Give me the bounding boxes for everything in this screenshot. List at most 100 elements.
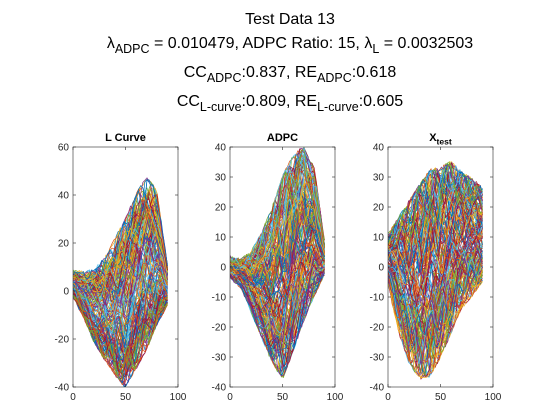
series-line [73,296,168,378]
subplot: 0 50 100 -40 -30 -20 -10 0 10 20 30 40 ADPC [212,132,344,403]
series-line [73,289,168,374]
series-line [388,237,483,308]
figure-title-line: Test Data 13 [245,11,335,28]
series-line [73,199,168,294]
series-line [230,196,325,287]
series-line [230,171,325,267]
figure-title-line: λADPC = 0.010479, ADPC Ratio: 15, λL = 0… [107,35,473,56]
series-line [73,182,168,289]
series-line [73,289,168,379]
y-tick-label: 40 [373,143,385,154]
series-line [388,162,483,241]
series-line [230,217,325,297]
series-line [230,264,325,333]
figure-title: Test Data 13 λADPC = 0.010479, ADPC Ratio… [107,11,473,114]
y-tick-label: 40 [215,143,227,154]
x-tick-label: 50 [120,392,132,403]
series-line [73,211,168,293]
figure-title-line: CCADPC:0.837, READPC:0.618 [184,64,397,85]
series-line [230,226,325,296]
series-line [73,212,168,300]
series-line [230,238,325,308]
series-line [73,251,168,334]
figure-title-line: CCL-curve:0.809, REL-curve:0.605 [177,93,403,114]
y-tick-label: -20 [212,323,227,334]
x-tick-label: 0 [227,392,233,403]
y-tick-label: 10 [373,233,385,244]
series-line [73,266,168,334]
series-line [73,185,168,288]
y-tick-label: 60 [58,143,70,154]
series-line [73,237,168,310]
series-line [73,280,168,356]
series-line [73,235,168,306]
y-tick-label: -20 [370,323,385,334]
series-group [73,177,168,387]
y-tick-label: 40 [58,191,70,202]
x-tick-label: 100 [170,392,187,403]
series-line [388,240,483,327]
series-line [230,197,325,277]
series-line [388,257,483,365]
subplot: 0 50 100 -40 -30 -20 -10 0 10 20 30 40 Xtest [370,132,502,403]
y-tick-label: -40 [55,383,70,394]
series-line [388,165,483,237]
y-tick-label: -30 [370,353,385,364]
series-line [73,224,168,306]
y-tick-label: 0 [63,287,69,298]
series-line [73,197,168,295]
x-tick-label: 100 [327,392,344,403]
y-tick-label: -10 [212,293,227,304]
y-tick-label: 20 [215,203,227,214]
y-tick-label: 0 [378,263,384,274]
series-line [73,298,168,377]
series-line [388,269,483,379]
series-line [73,193,168,283]
x-tick-label: 0 [385,392,391,403]
series-line [388,171,483,243]
y-tick-label: -30 [212,353,227,364]
series-line [388,213,483,296]
x-tick-label: 0 [70,392,76,403]
x-tick-label: 50 [435,392,447,403]
series-line [388,263,483,374]
subplot-title: L Curve [105,132,146,144]
x-tick-label: 50 [277,392,289,403]
y-tick-label: 30 [215,173,227,184]
series-line [73,179,168,280]
series-line [230,255,325,336]
series-line [388,194,483,281]
series-line [388,219,483,309]
series-line [388,164,483,240]
series-line [388,214,483,296]
series-line [230,251,325,354]
series-group [388,161,483,380]
y-tick-label: -40 [212,383,227,394]
y-tick-label: 10 [215,233,227,244]
series-line [388,183,483,265]
y-tick-label: -10 [370,293,385,304]
series-line [388,251,483,343]
series-line [230,152,325,269]
y-tick-label: 30 [373,173,385,184]
series-line [388,206,483,279]
subplot: 0 50 100 -40 -20 0 20 40 60 L Curve [55,132,187,403]
y-tick-label: 20 [373,203,385,214]
y-tick-label: 0 [220,263,226,274]
x-tick-label: 100 [485,392,502,403]
series-line [73,291,168,386]
series-line [230,167,325,268]
series-line [73,262,168,327]
series-line [73,262,168,321]
y-tick-label: 20 [58,239,70,250]
series-line [73,294,168,381]
subplot-title: ADPC [267,132,298,144]
y-tick-label: -20 [55,335,70,346]
y-tick-label: -40 [370,383,385,394]
series-line [230,149,325,266]
subplot-title: Xtest [429,132,452,147]
series-line [73,260,168,348]
series-group [230,147,325,378]
